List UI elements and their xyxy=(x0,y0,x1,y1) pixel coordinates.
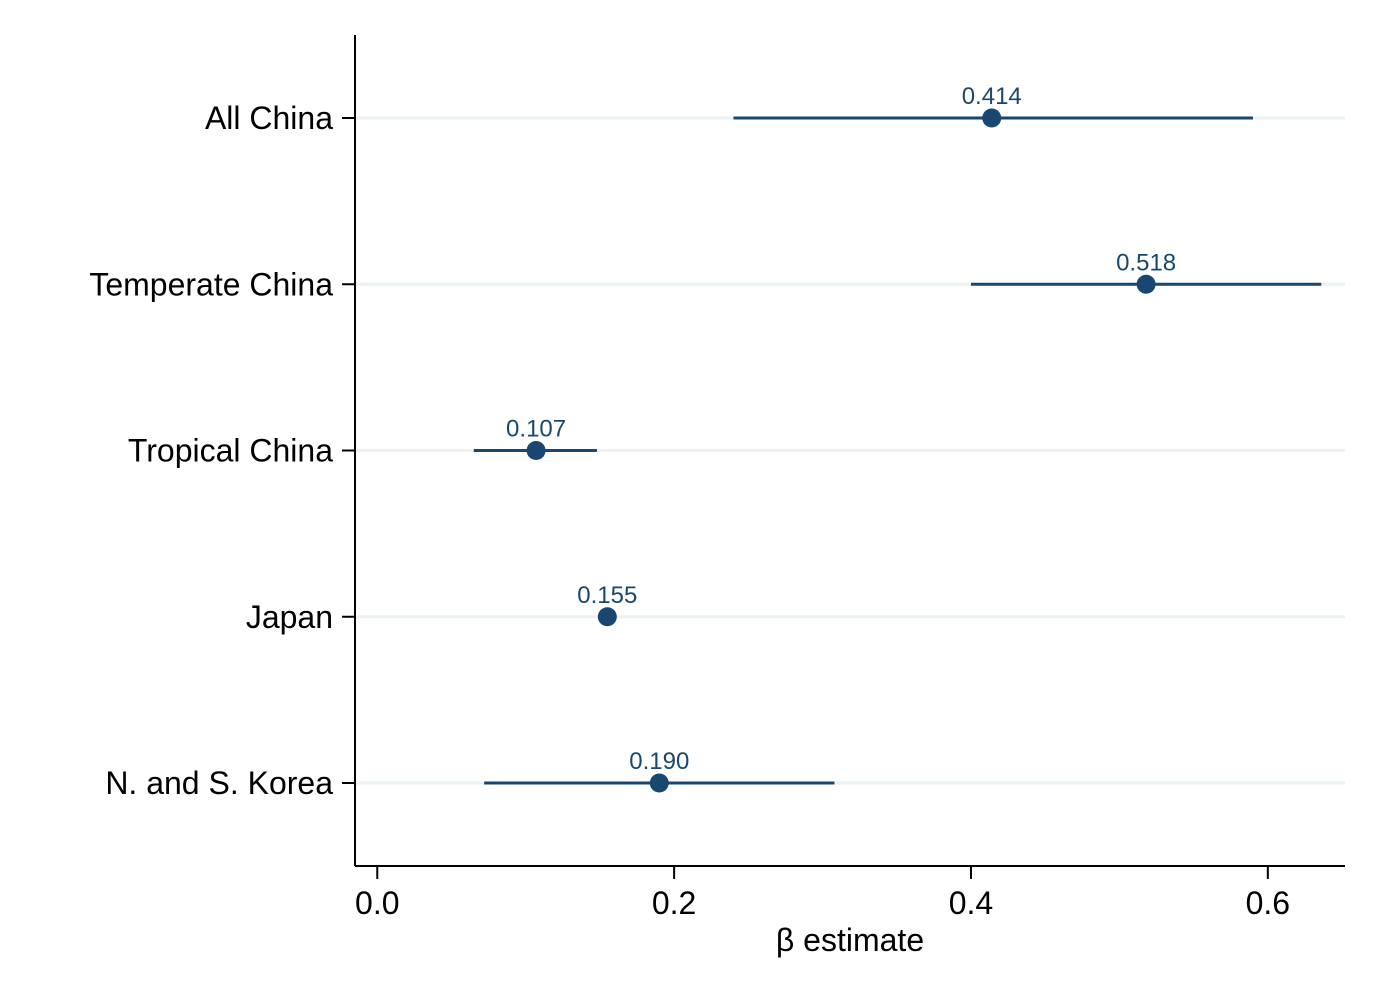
point-estimate xyxy=(982,108,1002,128)
point-estimate xyxy=(649,773,669,793)
y-tick-label: Temperate China xyxy=(89,266,333,302)
y-axis-ticks: All China Temperate China Tropical China Ja… xyxy=(89,100,355,801)
x-tick-label: 0.2 xyxy=(652,885,696,921)
data-label: 0.107 xyxy=(506,416,566,443)
data-labels: 0.414 0.518 0.107 0.155 0.190 xyxy=(506,83,1176,775)
data-label: 0.414 xyxy=(962,83,1022,110)
y-tick-label: N. and S. Korea xyxy=(105,765,333,801)
y-tick-label: All China xyxy=(205,100,333,136)
x-tick-label: 0.4 xyxy=(949,885,993,921)
data-label: 0.518 xyxy=(1116,249,1176,276)
point-estimates xyxy=(526,108,1156,793)
x-tick-label: 0.0 xyxy=(355,885,399,921)
point-estimate xyxy=(526,441,546,460)
data-label: 0.190 xyxy=(629,748,689,775)
y-tick-label: Japan xyxy=(246,599,333,635)
data-label: 0.155 xyxy=(577,582,637,609)
x-axis-ticks: 0.0 0.2 0.4 0.6 xyxy=(355,866,1290,921)
y-tick-label: Tropical China xyxy=(128,433,333,469)
x-tick-label: 0.6 xyxy=(1246,885,1290,921)
point-estimate xyxy=(597,607,617,627)
point-estimate xyxy=(1136,274,1156,294)
x-axis-title: β estimate xyxy=(776,922,924,958)
